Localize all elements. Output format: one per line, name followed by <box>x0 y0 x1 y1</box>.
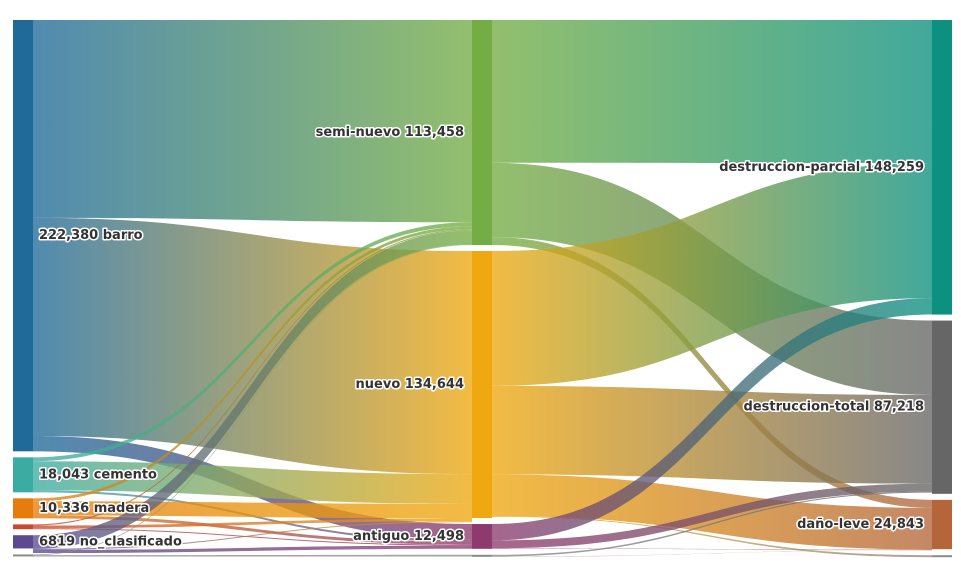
node-sin_dano <box>932 555 952 558</box>
node-barro <box>13 20 33 452</box>
label-barro: 222,380 barro <box>39 228 143 243</box>
node-madera <box>13 498 33 519</box>
node-destruccion_parcial <box>932 20 952 315</box>
link-semi_nuevo-to-destruccion_parcial <box>492 20 932 164</box>
link-barro-to-nuevo <box>33 217 472 475</box>
node-nuevo <box>472 251 492 519</box>
link-nuevo-to-destruccion_parcial <box>492 163 932 386</box>
node-otro_estado <box>472 554 492 557</box>
label-dano_leve: daño-leve 24,843 <box>797 517 924 532</box>
link-ladrillo-to-nuevo <box>33 518 472 529</box>
link-nuevo-to-dano_leve <box>492 474 932 550</box>
node-dano_leve <box>932 499 952 550</box>
link-madera-to-antiguo <box>33 515 472 545</box>
link-no_clasificado-to-semi_nuevo <box>33 230 472 549</box>
label-destruccion_parcial: destruccion-parcial 148,259 <box>719 160 924 175</box>
label-cemento: 18,043 cemento <box>39 467 157 482</box>
link-antiguo-to-destruccion_parcial <box>492 298 932 541</box>
link-antiguo-to-destruccion_total <box>492 483 932 549</box>
link-barro-to-semi_nuevo <box>33 20 472 223</box>
label-nuevo: nuevo 134,644 <box>356 377 464 392</box>
link-nuevo-to-sin_dano <box>492 516 932 558</box>
node-otro_origen <box>13 554 33 557</box>
link-madera-to-semi_nuevo <box>33 226 472 502</box>
node-semi_nuevo <box>472 20 492 246</box>
link-otro_estado-to-dano_leve <box>492 549 932 557</box>
link-no_clasificado-to-antiguo <box>33 545 472 554</box>
link-no_clasificado-to-nuevo <box>33 521 472 550</box>
sankey-nodes <box>13 20 952 558</box>
link-otro_estado-to-destruccion_total <box>492 491 932 557</box>
link-semi_nuevo-to-dano_leve <box>492 237 932 508</box>
label-semi_nuevo: semi-nuevo 113,458 <box>316 125 464 140</box>
link-otro_origen-to-otro_estado <box>33 554 472 557</box>
link-otro_origen-to-semi_nuevo <box>33 244 472 556</box>
label-destruccion_total: destruccion-total 87,218 <box>744 400 924 415</box>
node-cemento <box>13 457 33 493</box>
node-destruccion_total <box>932 320 952 494</box>
sankey-labels: 222,380 barro 18,043 cemento 10,336 madera… <box>38 124 926 551</box>
link-nuevo-to-destruccion_total <box>492 385 932 484</box>
link-cemento-to-semi_nuevo <box>33 222 472 462</box>
link-ladrillo-to-semi_nuevo <box>33 229 472 526</box>
node-ladrillo <box>13 524 33 530</box>
link-ladrillo-to-antiguo <box>33 528 472 546</box>
label-madera: 10,336 madera <box>39 501 149 516</box>
sankey-links <box>33 20 932 558</box>
link-antiguo-to-dano_leve <box>492 548 932 550</box>
label-no_clasificado: 6819 no_clasificado <box>39 534 182 549</box>
label-antiguo: antiguo 12,498 <box>353 529 464 544</box>
node-no_clasificado <box>13 535 33 549</box>
node-antiguo <box>472 524 492 549</box>
